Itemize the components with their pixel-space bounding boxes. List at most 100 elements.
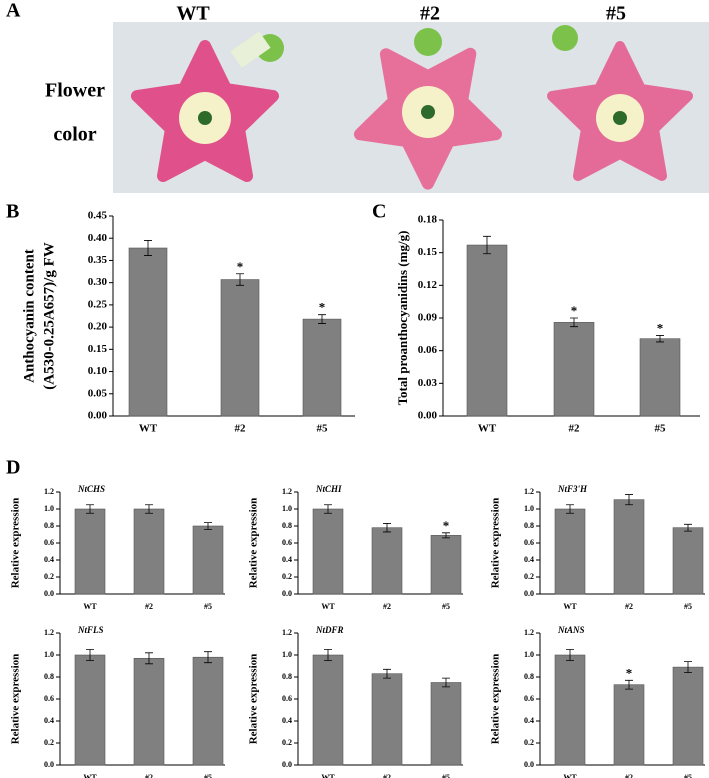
row-label: color — [53, 124, 96, 146]
y-tick-label: 0.0 — [282, 760, 292, 769]
error-bar — [570, 317, 578, 328]
significance-mark: * — [319, 300, 326, 315]
y-axis-label: Relative expression — [248, 498, 260, 589]
x-tick-label: WT — [321, 773, 335, 778]
column-label: #2 — [420, 3, 440, 25]
y-tick-label: 0.8 — [44, 521, 54, 530]
significance-mark: * — [626, 665, 633, 680]
x-tick-label: #5 — [655, 423, 667, 435]
x-tick-label: #2 — [383, 773, 391, 778]
y-tick-label: 0.2 — [282, 738, 292, 747]
y-tick-label: 0.4 — [282, 555, 292, 564]
panel-label: C — [372, 201, 386, 223]
bar — [128, 247, 168, 417]
y-tick-label: 0.09 — [418, 312, 438, 324]
y-tick-label: 0.2 — [524, 572, 534, 581]
y-tick-label: 0.40 — [88, 232, 108, 244]
error-bar — [625, 679, 633, 690]
y-tick-label: 0.6 — [282, 538, 292, 547]
panel-label: D — [6, 457, 20, 479]
y-tick-label: 0.8 — [282, 521, 292, 530]
bar — [302, 318, 342, 417]
y-tick-label: 0.45 — [88, 210, 108, 222]
x-tick-label: #2 — [145, 773, 153, 778]
flower — [131, 31, 284, 182]
y-tick-label: 0.6 — [282, 694, 292, 703]
x-tick-label: #5 — [204, 773, 212, 778]
error-bar — [684, 661, 692, 673]
y-tick-label: 1.0 — [282, 650, 292, 659]
y-tick-label: 0.4 — [44, 716, 54, 725]
error-bar — [204, 522, 212, 530]
bar — [220, 279, 260, 417]
x-tick-label: WT — [321, 602, 335, 611]
y-tick-label: 0.03 — [418, 377, 438, 389]
error-bar — [324, 504, 332, 514]
bar — [133, 657, 165, 766]
bar — [672, 527, 704, 595]
x-tick-label: #5 — [442, 602, 450, 611]
x-tick-label: WT — [563, 602, 577, 611]
y-tick-label: 1.2 — [44, 628, 54, 637]
y-axis-label: Relative expression — [248, 654, 260, 745]
y-tick-label: 0.4 — [524, 716, 534, 725]
x-tick-label: #2 — [145, 602, 153, 611]
bar — [192, 656, 224, 766]
y-tick-label: 0.20 — [88, 321, 108, 333]
y-tick-label: 1.0 — [524, 650, 534, 659]
y-tick-label: 1.2 — [282, 628, 292, 637]
y-tick-label: 0.8 — [524, 672, 534, 681]
y-tick-label: 0.35 — [88, 254, 108, 266]
y-tick-label: 0.2 — [44, 738, 54, 747]
significance-mark: * — [237, 259, 244, 274]
y-tick-label: 1.0 — [282, 504, 292, 513]
y-tick-label: 1.2 — [524, 487, 534, 496]
y-axis-label: Relative expression — [10, 498, 22, 589]
y-tick-label: 0.10 — [88, 365, 108, 377]
column-label: #5 — [606, 3, 626, 25]
y-axis-label: (A530-0.25A657)/g FW — [41, 242, 57, 389]
y-tick-label: 1.2 — [282, 487, 292, 496]
y-tick-label: 0.2 — [524, 738, 534, 747]
y-tick-label: 0.0 — [282, 589, 292, 598]
y-tick-label: 0.4 — [44, 555, 54, 564]
significance-mark: * — [443, 518, 450, 533]
y-tick-label: 0.4 — [524, 555, 534, 564]
y-tick-label: 0.2 — [44, 572, 54, 581]
x-tick-label: #5 — [442, 773, 450, 778]
flower — [353, 28, 502, 190]
x-tick-label: WT — [139, 423, 158, 435]
x-tick-label: #2 — [235, 423, 247, 435]
error-bar — [684, 523, 692, 532]
y-tick-label: 0.8 — [524, 521, 534, 530]
x-tick-label: #5 — [684, 602, 692, 611]
y-axis-label: Relative expression — [490, 498, 502, 589]
error-bar — [145, 652, 153, 665]
error-bar — [625, 494, 633, 506]
panel-label: A — [6, 0, 21, 22]
error-bar — [442, 677, 450, 688]
y-tick-label: 0.0 — [524, 589, 534, 598]
y-axis-label: Relative expression — [10, 654, 22, 745]
x-tick-label: WT — [83, 602, 97, 611]
bar — [466, 244, 508, 417]
y-tick-label: 0.8 — [282, 672, 292, 681]
y-tick-label: 0.4 — [282, 716, 292, 725]
x-tick-label: #5 — [317, 423, 329, 435]
chart-title: NtFLS — [77, 625, 104, 635]
y-tick-label: 0.6 — [44, 538, 54, 547]
y-tick-label: 0.15 — [88, 343, 108, 355]
x-tick-label: WT — [563, 773, 577, 778]
x-tick-label: #5 — [204, 602, 212, 611]
bar — [430, 535, 462, 595]
column-label: WT — [176, 3, 210, 25]
x-tick-label: WT — [478, 423, 497, 435]
error-bar — [383, 668, 391, 679]
chart-title: NtCHS — [77, 484, 105, 494]
y-tick-label: 0.05 — [88, 387, 108, 399]
x-tick-label: #2 — [625, 602, 633, 611]
error-bar — [656, 335, 664, 343]
y-tick-label: 0.00 — [88, 410, 108, 422]
error-bar — [86, 649, 94, 661]
bar — [74, 654, 106, 766]
